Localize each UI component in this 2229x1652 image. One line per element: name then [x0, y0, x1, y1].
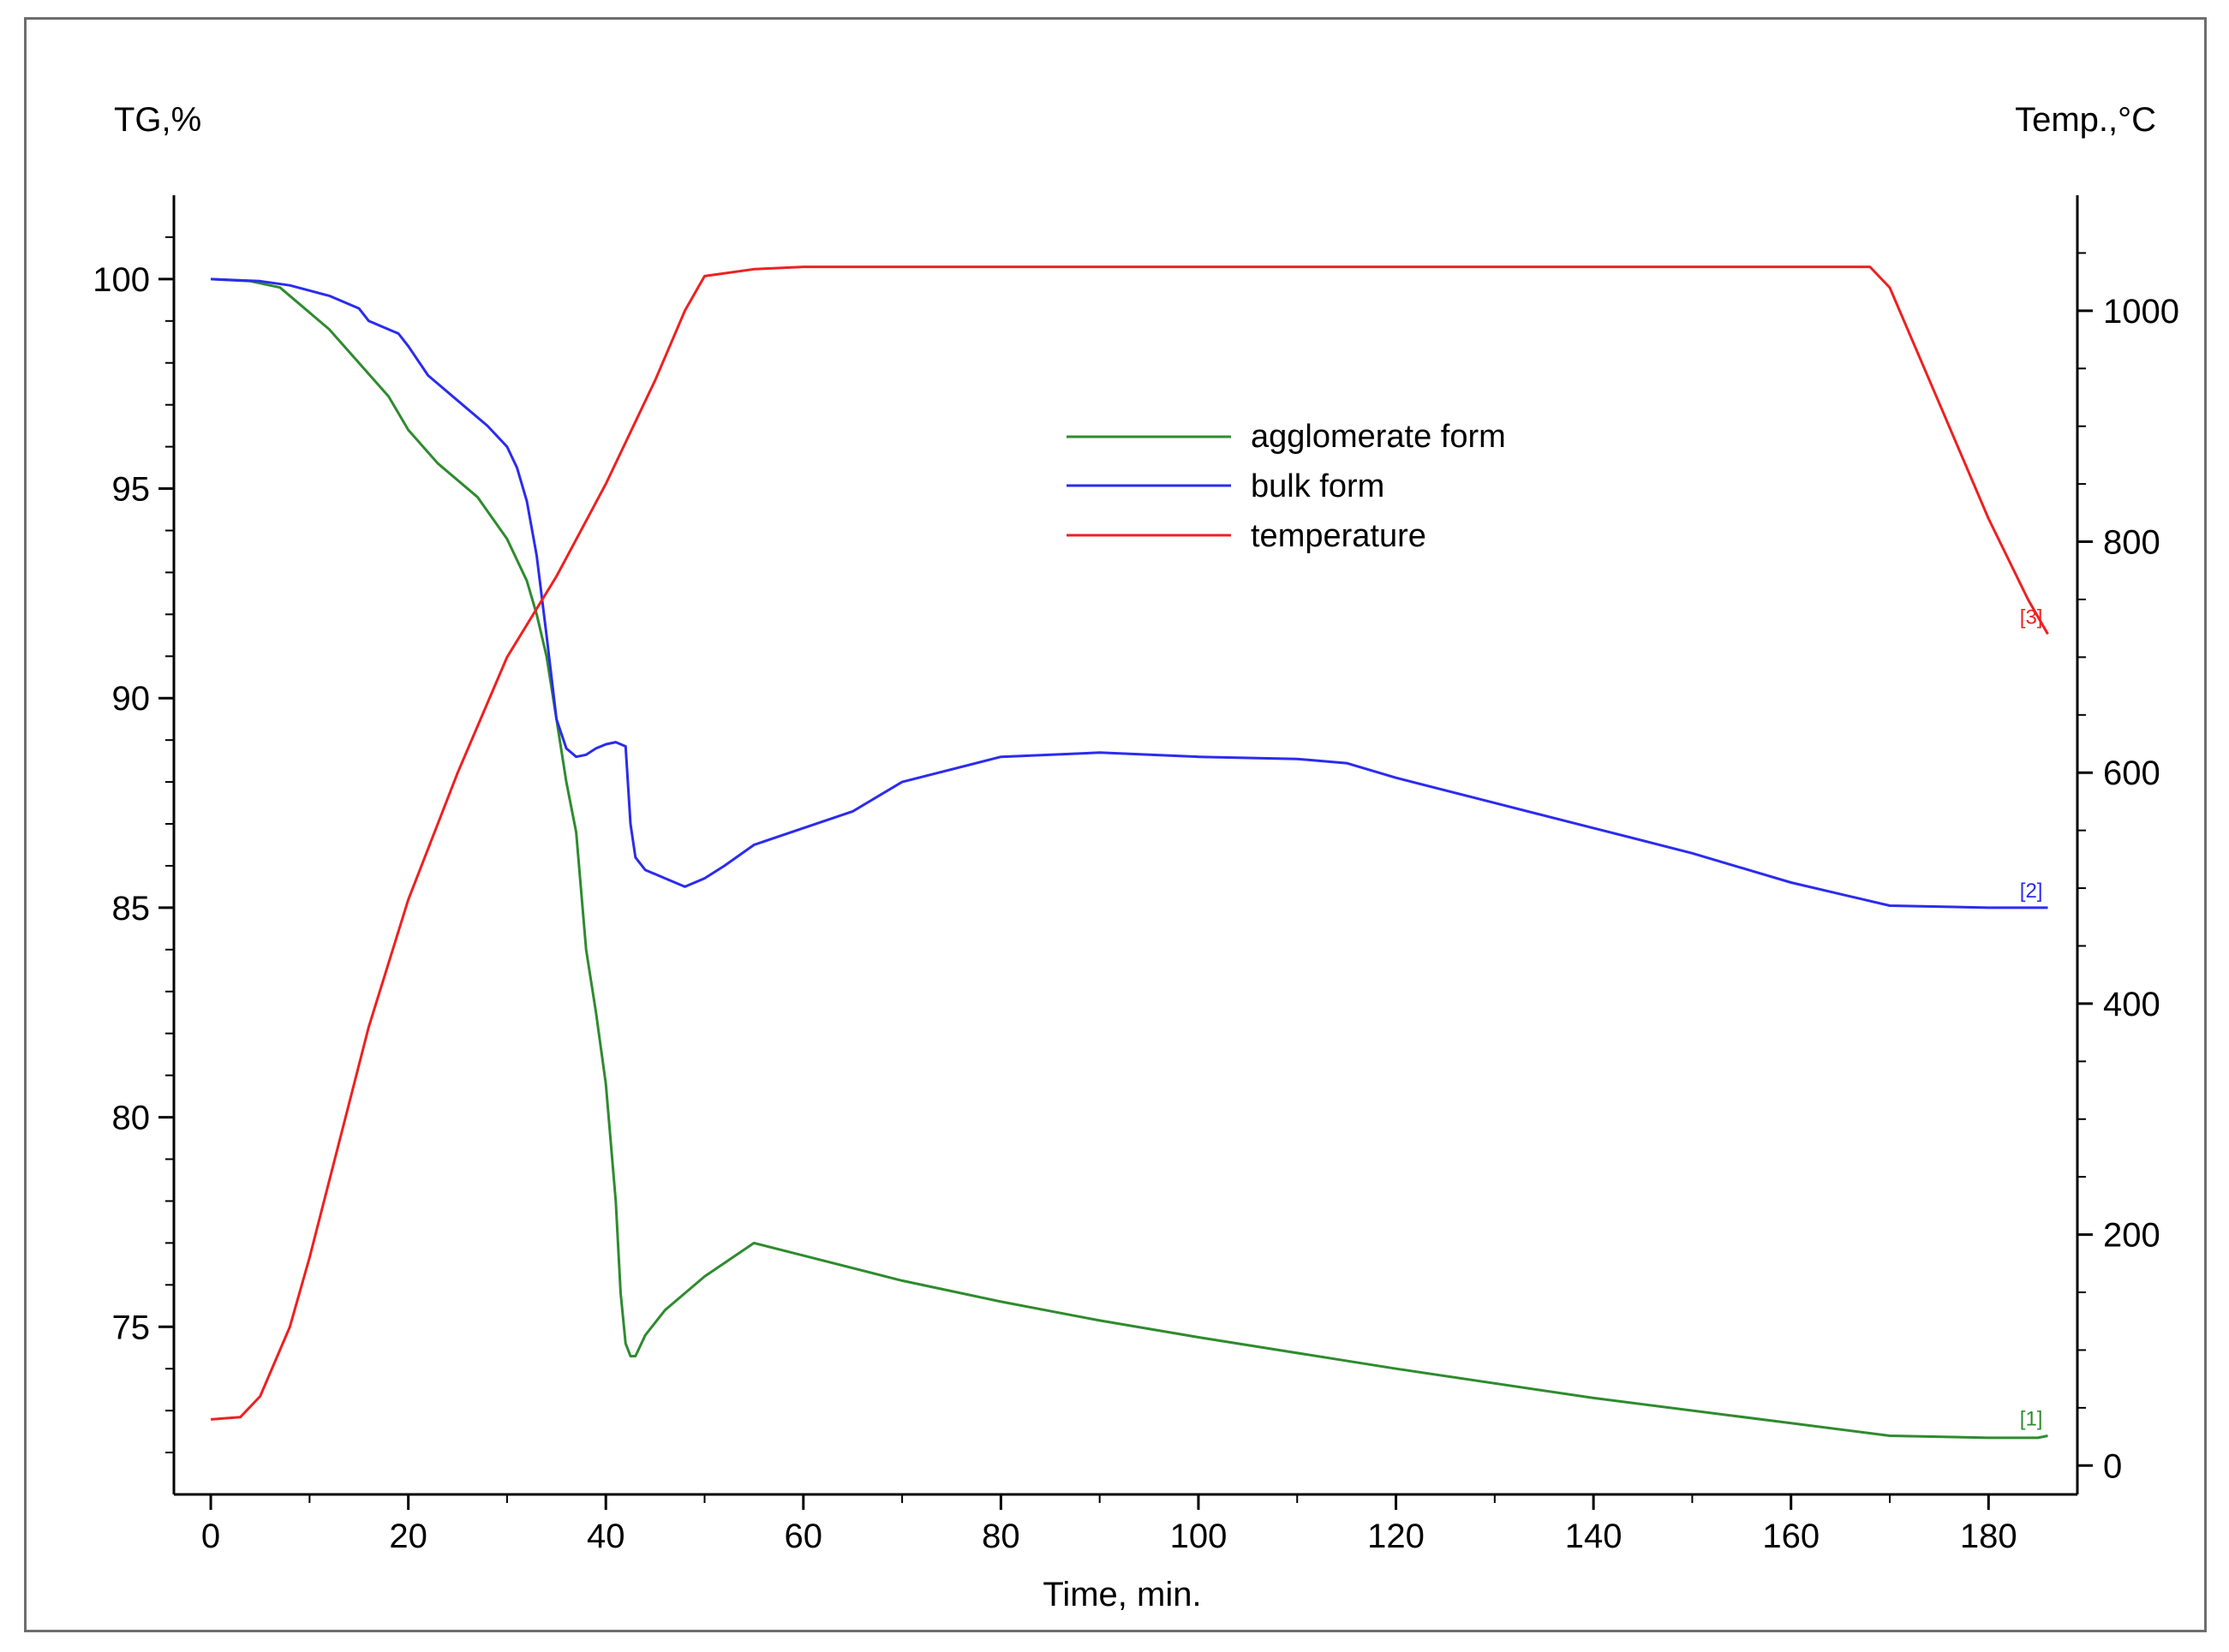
chart-frame — [24, 17, 2207, 1632]
x-tick-label: 100 — [1170, 1518, 1228, 1555]
y-left-tick-label: 95 — [112, 471, 151, 509]
y-right-tick-label: 200 — [2103, 1217, 2160, 1255]
legend-label-temperature: temperature — [1251, 518, 1426, 554]
y-left-tick-label: 100 — [93, 261, 150, 299]
x-tick-label: 120 — [1367, 1518, 1425, 1555]
y-right-tick-label: 800 — [2103, 524, 2160, 562]
axes-ticks: 0 20 40 60 80 100 120 140 160 1807580859095100020… — [93, 236, 2179, 1555]
x-axis-title: Time, min. — [1043, 1576, 1201, 1613]
x-tick-label: 0 — [201, 1518, 220, 1555]
legend-label-bulk: bulk form — [1251, 468, 1384, 504]
bulk-form-line — [211, 277, 2048, 909]
agglomerate-form-line — [211, 277, 2048, 1440]
y-right-tick-label: 600 — [2103, 754, 2160, 792]
series-end-label: [2] — [2020, 880, 2043, 903]
y-left-tick-label: 80 — [112, 1100, 151, 1137]
legend-label-agglomerate: agglomerate form — [1251, 419, 1506, 455]
series-end-label: [1] — [2020, 1407, 2043, 1430]
legend: agglomerate form bulk form temperature — [1067, 419, 1506, 554]
y-right-tick-label: 400 — [2103, 986, 2160, 1023]
x-tick-label: 180 — [1960, 1518, 2017, 1555]
series-lines: [1] [2] [3] — [210, 265, 2049, 1440]
y-left-tick-label: 85 — [112, 890, 151, 927]
series-end-label: [3] — [2020, 605, 2043, 629]
temperature-line — [210, 265, 2049, 1421]
x-tick-label: 20 — [389, 1518, 427, 1555]
x-tick-label: 80 — [982, 1518, 1020, 1555]
x-tick-label: 160 — [1762, 1518, 1820, 1555]
y-right-tick-label: 1000 — [2103, 293, 2179, 331]
left-axis-title: TG,% — [114, 101, 201, 139]
y-right-tick-label: 0 — [2103, 1447, 2122, 1485]
x-tick-label: 140 — [1565, 1518, 1622, 1555]
right-axis-title: Temp.,°C — [2015, 101, 2156, 139]
x-tick-label: 60 — [785, 1518, 823, 1555]
y-left-tick-label: 75 — [112, 1309, 151, 1346]
x-tick-label: 40 — [587, 1518, 625, 1555]
y-left-tick-label: 90 — [112, 680, 151, 718]
